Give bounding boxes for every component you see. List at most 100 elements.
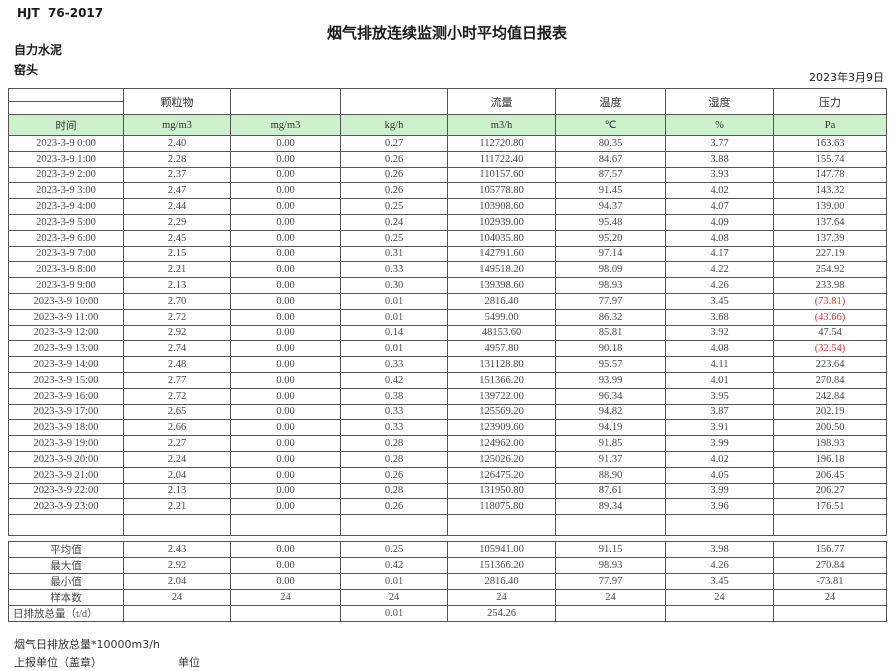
value-cell: 4.08 — [665, 229, 774, 247]
unit-percent: % — [665, 114, 774, 136]
summary-value-cell: 24 — [665, 589, 774, 606]
value-cell: 0.00 — [230, 324, 341, 342]
value-cell: 0.00 — [230, 277, 341, 294]
value-cell: 206.27 — [773, 482, 887, 500]
time-cell: 2023-3-9 10:00 — [8, 292, 124, 310]
value-cell: 0.00 — [230, 403, 341, 421]
summary-value-cell: 24 — [555, 589, 666, 606]
value-cell: 0.25 — [340, 229, 448, 247]
table-row: 2023-3-9 15:00 2.77 0.00 0.42 151366.20 93.99… — [8, 371, 887, 389]
time-cell: 2023-3-9 16:00 — [8, 387, 124, 405]
time-cell: 2023-3-9 2:00 — [8, 166, 124, 184]
value-cell: 2.92 — [123, 324, 231, 342]
summary-value-cell: 0.01 — [340, 605, 448, 622]
value-cell: 0.00 — [230, 387, 341, 405]
value-cell: 0.00 — [230, 166, 341, 184]
value-cell: 0.00 — [230, 466, 341, 484]
value-cell: 2.48 — [123, 356, 231, 373]
value-cell: 4.08 — [665, 340, 774, 358]
summary-value-cell: 3.45 — [665, 573, 774, 590]
table-row: 2023-3-9 20:00 2.24 0.00 0.28 125026.20 91.37… — [8, 450, 887, 468]
empty-cell — [447, 514, 556, 537]
unit-celsius: ℃ — [555, 114, 666, 136]
value-cell: 3.93 — [665, 166, 774, 184]
summary-value-cell: 98.93 — [555, 557, 666, 574]
value-cell: 155.74 — [773, 150, 887, 168]
value-cell: 196.18 — [773, 450, 887, 468]
value-cell: 0.01 — [340, 292, 448, 310]
summary-value-cell: 0.00 — [230, 541, 341, 558]
time-cell: 2023-3-9 21:00 — [8, 466, 124, 484]
table-row: 2023-3-9 17:00 2.65 0.00 0.33 125569.20 94.82… — [8, 403, 887, 421]
value-cell: 137.39 — [773, 229, 887, 247]
table-row: 2023-3-9 23:00 2.21 0.00 0.26 118075.80 89.34… — [8, 498, 887, 516]
value-cell: 0.28 — [340, 435, 448, 452]
units-row: 时间 mg/m3 mg/m3 kg/h m3/h ℃ % Pa — [8, 114, 887, 136]
unit-m3-h: m3/h — [447, 114, 556, 136]
time-cell: 2023-3-9 1:00 — [8, 150, 124, 168]
time-cell: 2023-3-9 0:00 — [8, 135, 124, 152]
summary-table: 平均值 2.43 0.00 0.25 105941.00 91.15 3.98 156.77 最… — [8, 541, 887, 622]
summary-row: 样本数 24 24 24 24 24 24 24 — [8, 589, 887, 606]
value-cell: 0.42 — [340, 371, 448, 389]
table-row: 2023-3-9 14:00 2.48 0.00 0.33 131128.80 95.57… — [8, 356, 887, 373]
summary-value-cell: 2.04 — [123, 573, 231, 590]
col-header-humidity: 湿度 — [665, 88, 774, 115]
value-cell: 126475.20 — [447, 466, 556, 484]
summary-rows: 平均值 2.43 0.00 0.25 105941.00 91.15 3.98 156.77 最… — [8, 541, 887, 622]
value-cell: 198.93 — [773, 435, 887, 452]
value-cell: 0.33 — [340, 356, 448, 373]
footer-unit-label: 单位 — [178, 656, 200, 669]
value-cell: 4.05 — [665, 466, 774, 484]
summary-value-cell: 24 — [123, 589, 231, 606]
value-cell: 0.31 — [340, 245, 448, 263]
table-row: 2023-3-9 9:00 2.13 0.00 0.30 139398.60 98.93 4… — [8, 277, 887, 294]
time-cell: 2023-3-9 3:00 — [8, 182, 124, 200]
unit-mg-m3-1: mg/m3 — [123, 114, 231, 136]
value-cell: 125569.20 — [447, 403, 556, 421]
value-cell: 2.13 — [123, 482, 231, 500]
empty-cell — [773, 514, 887, 537]
time-cell: 2023-3-9 20:00 — [8, 450, 124, 468]
page-title: 烟气排放连续监测小时平均值日报表 — [326, 24, 567, 42]
summary-label: 最大值 — [8, 557, 124, 574]
summary-row: 最大值 2.92 0.00 0.42 151366.20 98.93 4.26 270.84 — [8, 557, 887, 574]
value-cell: 2.21 — [123, 261, 231, 279]
value-cell: 0.00 — [230, 356, 341, 373]
value-cell: 5499.00 — [447, 308, 556, 326]
summary-value-cell — [555, 605, 666, 622]
table-row: 2023-3-9 22:00 2.13 0.00 0.28 131950.80 87.61… — [8, 482, 887, 500]
value-cell: 94.37 — [555, 198, 666, 215]
value-cell: 96.34 — [555, 387, 666, 405]
value-cell: 0.14 — [340, 324, 448, 342]
value-cell: 4.09 — [665, 213, 774, 231]
value-cell: 93.99 — [555, 371, 666, 389]
value-cell: 111722.40 — [447, 150, 556, 168]
value-cell: 2.72 — [123, 387, 231, 405]
summary-value-cell — [665, 605, 774, 622]
col-header-particulate: 颗粒物 — [123, 88, 231, 115]
time-cell: 2023-3-9 7:00 — [8, 245, 124, 263]
empty-cell — [8, 514, 124, 537]
table-row: 2023-3-9 7:00 2.15 0.00 0.31 142791.60 97.14 4… — [8, 245, 887, 263]
table-row: 2023-3-9 0:00 2.40 0.00 0.27 112720.80 80.35 3… — [8, 135, 887, 152]
value-cell: 0.00 — [230, 482, 341, 500]
value-cell: 0.26 — [340, 498, 448, 516]
value-cell: 2.29 — [123, 213, 231, 231]
time-cell: 2023-3-9 6:00 — [8, 229, 124, 247]
value-cell: 0.38 — [340, 387, 448, 405]
value-cell: 89.34 — [555, 498, 666, 516]
time-cell: 2023-3-9 8:00 — [8, 261, 124, 279]
value-cell: 112720.80 — [447, 135, 556, 152]
value-cell: 0.01 — [340, 340, 448, 358]
col-header-temperature: 温度 — [555, 88, 666, 115]
value-cell: 91.85 — [555, 435, 666, 452]
value-cell: 200.50 — [773, 419, 887, 437]
summary-value-cell — [773, 605, 887, 622]
time-cell: 2023-3-9 18:00 — [8, 419, 124, 437]
value-cell: 131128.80 — [447, 356, 556, 373]
value-cell: 85.81 — [555, 324, 666, 342]
footer-report-unit-label: 上报单位（盖章） — [14, 656, 102, 669]
value-cell: (32.54) — [773, 340, 887, 358]
value-cell: 0.00 — [230, 198, 341, 215]
